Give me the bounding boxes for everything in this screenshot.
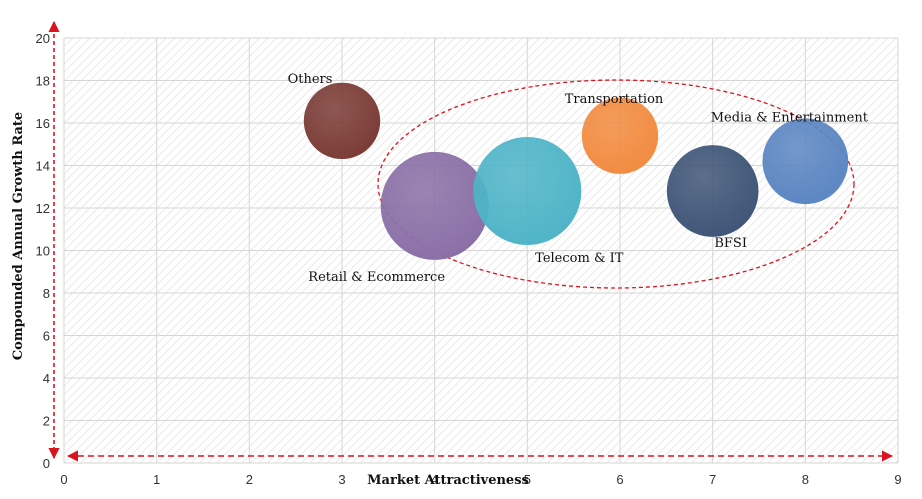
y-tick-label-3: 6 bbox=[43, 329, 50, 344]
y-tick-labels: 0 2 4 6 8 10 12 14 16 18 20 bbox=[36, 31, 50, 471]
highlight-ellipse bbox=[377, 79, 855, 289]
bubble-bfsi bbox=[666, 145, 759, 237]
bubble-retail-ecommerce bbox=[380, 151, 489, 260]
bubble-telecom-it bbox=[473, 137, 582, 245]
x-tick-labels: 0 1 2 3 4 5 6 7 8 9 bbox=[60, 472, 901, 487]
bubble-others bbox=[303, 82, 381, 160]
y-axis-title: Compounded Annual Growth Rate bbox=[11, 112, 26, 360]
y-tick-label-9: 18 bbox=[36, 74, 50, 89]
bubble-transportation bbox=[581, 97, 659, 174]
y-tick-label-1: 2 bbox=[43, 414, 50, 429]
bubbles bbox=[303, 82, 849, 260]
x-tick-label-3: 3 bbox=[338, 472, 345, 487]
grid-lines bbox=[63, 37, 899, 464]
bubble-label-retail-ecommerce: Retail & Ecommerce bbox=[308, 270, 445, 285]
y-tick-label-4: 8 bbox=[43, 286, 50, 301]
y-tick-label-8: 16 bbox=[36, 116, 50, 131]
x-tick-label-5: 5 bbox=[524, 472, 531, 487]
y-tick-label-10: 20 bbox=[36, 31, 50, 46]
y-tick-label-5: 10 bbox=[36, 244, 50, 259]
x-tick-label-2: 2 bbox=[246, 472, 253, 487]
x-tick-label-7: 7 bbox=[709, 472, 716, 487]
bubble-media-entertainment bbox=[762, 118, 849, 205]
x-tick-label-6: 6 bbox=[616, 472, 623, 487]
y-tick-label-7: 14 bbox=[36, 159, 50, 174]
bubble-label-media-entertainment: Media & Entertainment bbox=[711, 110, 869, 125]
y-tick-label-6: 12 bbox=[36, 201, 50, 216]
x-tick-label-0: 0 bbox=[60, 472, 67, 487]
y-tick-label-2: 4 bbox=[43, 371, 50, 386]
y-tick-label-0: 0 bbox=[43, 456, 50, 471]
bubble-label-transportation: Transportation bbox=[565, 92, 664, 107]
bubble-label-telecom-it: Telecom & IT bbox=[535, 251, 624, 266]
bubble-label-others: Others bbox=[288, 72, 333, 87]
bubble-labels: Others Retail & Ecommerce Telecom & IT Tran… bbox=[288, 72, 869, 285]
x-axis-title: Market Attractiveness bbox=[367, 473, 529, 488]
x-tick-label-9: 9 bbox=[894, 472, 901, 487]
bubble-label-bfsi: BFSI bbox=[714, 236, 747, 251]
x-tick-label-4: 4 bbox=[431, 472, 438, 487]
x-tick-label-1: 1 bbox=[153, 472, 160, 487]
x-tick-label-8: 8 bbox=[802, 472, 809, 487]
